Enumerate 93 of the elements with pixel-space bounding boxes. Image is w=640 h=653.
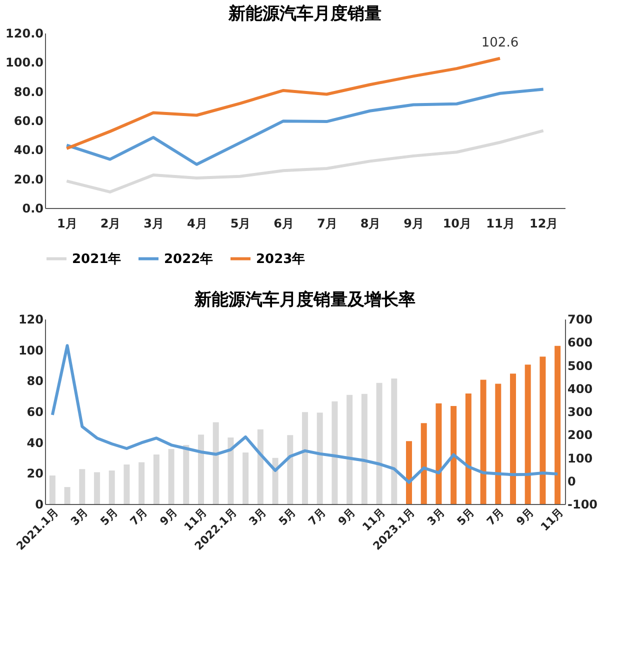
chart-title: 新能源汽车月度销量 <box>228 4 382 24</box>
x-tick-label: 3月 <box>144 216 164 230</box>
bar <box>346 394 353 504</box>
y2-tick-label: 200 <box>568 428 593 442</box>
x-tick-label: 9月 <box>404 216 424 230</box>
line-series <box>65 129 545 194</box>
y-tick-label: 0 <box>35 498 44 512</box>
x-tick-label: 11月 <box>486 216 515 230</box>
y2-tick-label: 0 <box>568 474 576 488</box>
x-tick-label: 7月 <box>484 506 507 528</box>
line-series <box>50 344 560 484</box>
bar <box>242 452 249 504</box>
y-tick-label: 40.0 <box>14 143 44 158</box>
x-tick-label: 10月 <box>442 216 472 230</box>
bar <box>450 406 457 504</box>
bar <box>361 394 368 504</box>
y-tick-label: 100.0 <box>6 56 44 70</box>
x-tick-label: 11月 <box>538 506 566 534</box>
bar <box>287 435 294 504</box>
bar <box>79 469 86 504</box>
bar <box>94 472 100 504</box>
x-tick-label: 6月 <box>274 216 294 230</box>
bar <box>212 422 219 504</box>
legend-label: 2023年 <box>256 252 306 267</box>
y-tick-label: 100 <box>18 343 44 358</box>
x-tick-label: 12月 <box>529 216 558 230</box>
y2-tick-label: 300 <box>568 405 593 419</box>
bar <box>153 454 160 504</box>
x-tick-label: 3月 <box>246 506 269 528</box>
bar <box>272 458 278 504</box>
y2-tick-label: 700 <box>568 312 593 326</box>
x-tick-label: 9月 <box>157 506 180 528</box>
bar <box>391 378 398 504</box>
line-series <box>65 88 545 166</box>
bar <box>257 429 264 504</box>
y-tick-label: 60.0 <box>14 114 44 128</box>
bar <box>420 423 427 504</box>
bar <box>510 374 516 504</box>
bar <box>316 412 323 504</box>
annotation: 102.6 <box>481 35 519 50</box>
line-series <box>65 56 502 150</box>
y2-tick-label: 100 <box>568 451 593 466</box>
y-tick-label: 20 <box>26 466 44 481</box>
x-tick-label: 5月 <box>276 506 299 528</box>
bar <box>554 346 561 504</box>
y-tick-label: 60 <box>26 405 44 419</box>
bar <box>376 382 382 504</box>
bar <box>465 393 472 504</box>
y-tick-label: 0.0 <box>22 202 44 216</box>
x-tick-label: 3月 <box>424 506 448 528</box>
bar <box>64 487 70 504</box>
y-tick-label: 120 <box>18 312 44 326</box>
bar <box>480 380 486 504</box>
y2-tick-label: 600 <box>568 336 593 350</box>
bar <box>168 448 174 504</box>
bar <box>406 441 412 504</box>
bar <box>124 464 130 504</box>
bar <box>332 401 338 504</box>
x-tick-label: 5月 <box>454 506 477 528</box>
x-tick-label: 5月 <box>230 216 251 230</box>
chart-title: 新能源汽车月度销量及增长率 <box>194 290 416 310</box>
y2-tick-label: 500 <box>568 358 593 373</box>
bar <box>524 364 531 504</box>
x-tick-label: 7月 <box>128 506 150 528</box>
legend-label: 2021年 <box>72 252 122 267</box>
bar <box>198 434 204 504</box>
y-tick-label: 40 <box>26 436 44 450</box>
x-tick-label: 9月 <box>514 506 536 528</box>
y-tick-label: 80.0 <box>14 84 44 99</box>
legend-label: 2022年 <box>164 252 214 267</box>
y-tick-label: 20.0 <box>14 172 44 186</box>
x-tick-label: 9月 <box>336 506 358 528</box>
x-tick-label: 7月 <box>316 216 338 230</box>
x-tick-label: 8月 <box>360 216 381 230</box>
y2-tick-label: -100 <box>568 498 598 512</box>
x-tick-label: 4月 <box>186 216 208 230</box>
x-tick-label: 5月 <box>98 506 120 528</box>
x-tick-label: 2月 <box>100 216 121 230</box>
bar <box>495 384 502 504</box>
y-tick-label: 120.0 <box>6 26 44 40</box>
bar <box>540 356 546 504</box>
bar <box>436 403 442 504</box>
y2-tick-label: 400 <box>568 382 593 396</box>
bar <box>302 412 308 504</box>
x-tick-label: 7月 <box>306 506 328 528</box>
x-tick-label: 3月 <box>68 506 91 528</box>
bar <box>138 462 145 504</box>
bar <box>183 444 190 504</box>
y-tick-label: 80 <box>26 374 44 388</box>
bar <box>49 475 56 504</box>
bar <box>108 470 115 504</box>
bar <box>228 438 234 504</box>
x-tick-label: 1月 <box>56 216 78 230</box>
